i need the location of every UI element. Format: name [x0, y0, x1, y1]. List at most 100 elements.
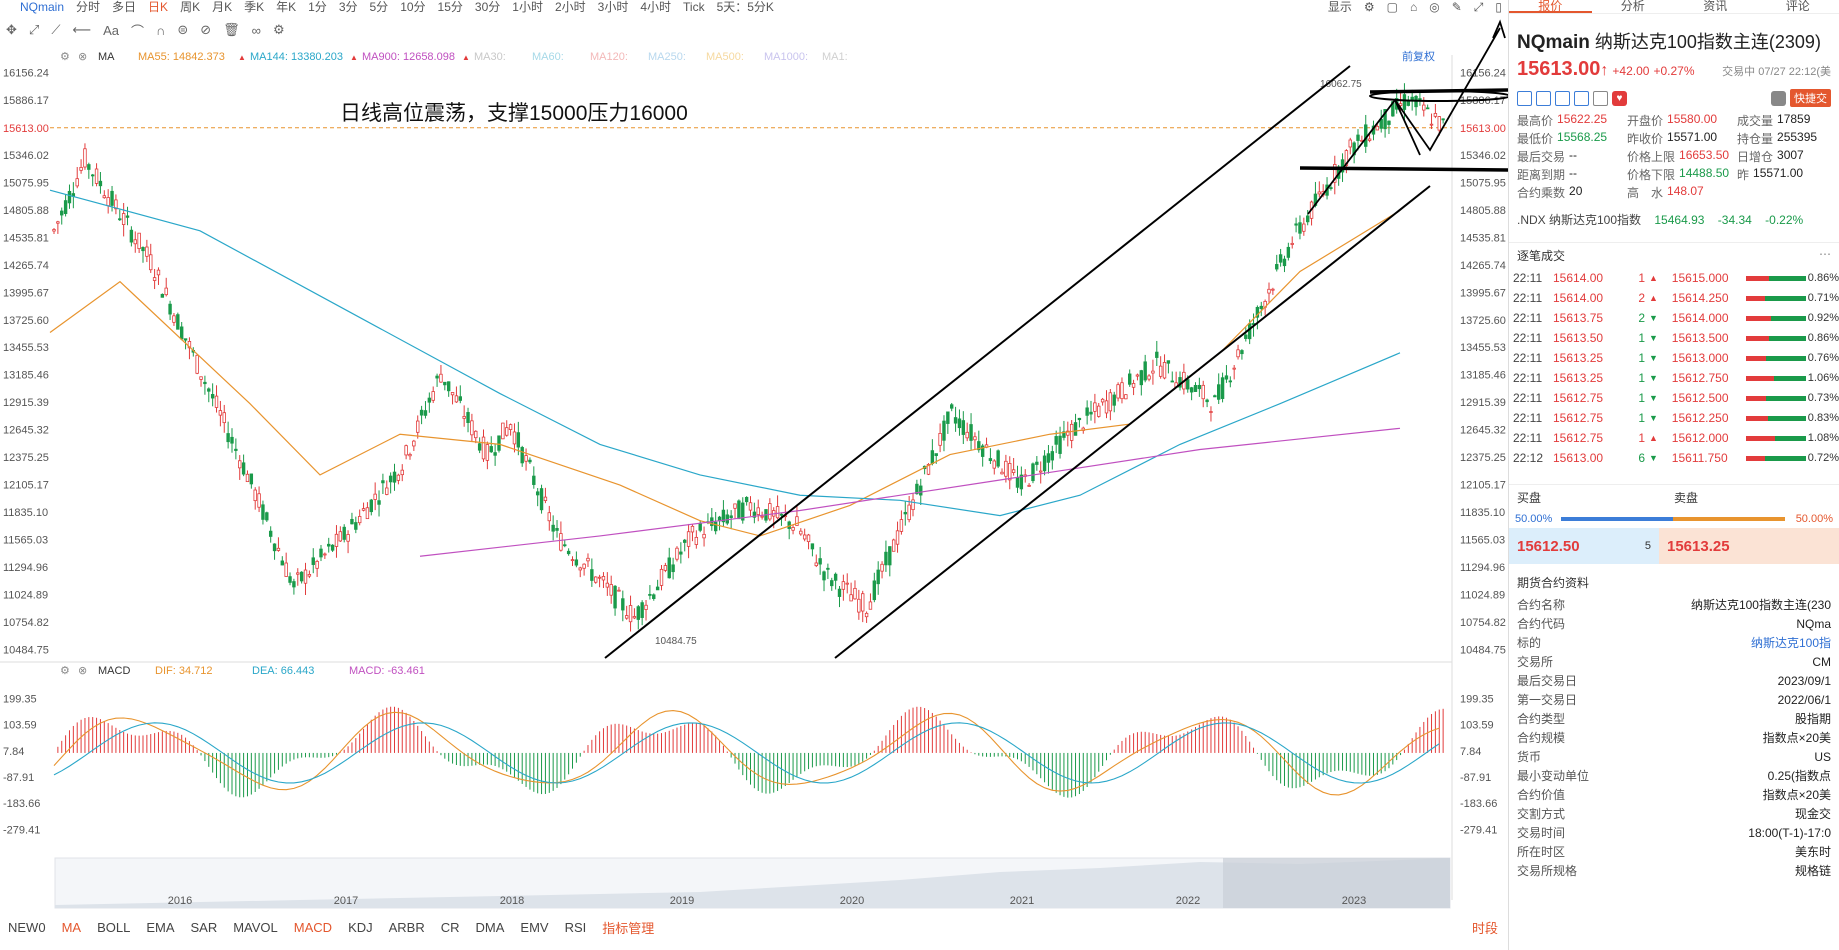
toolbar-tool-icon-6[interactable]: ▯ — [1495, 0, 1502, 14]
indicator-1[interactable]: MA — [61, 919, 82, 935]
stat-value: 15568.25 — [1557, 129, 1608, 144]
note-icon[interactable] — [1593, 90, 1608, 106]
alert-bell-icon[interactable] — [1771, 90, 1786, 106]
draw-tool-icon-3[interactable]: ⟵ — [72, 22, 92, 37]
depth-price: 15612.250 — [1671, 411, 1729, 425]
period-4[interactable]: 月K — [212, 0, 233, 14]
toolbar-tool-icon-5[interactable]: ⤢ — [1473, 0, 1484, 14]
stat-cell: 合约乘数 20 — [1517, 184, 1627, 201]
symbol-label[interactable]: NQmain — [20, 0, 65, 14]
compare-icon[interactable] — [1555, 90, 1570, 106]
indicator-8[interactable]: ARBR — [388, 919, 425, 935]
draw-tool-icon-4[interactable]: Aa — [103, 22, 119, 38]
draw-tool-icon-10[interactable]: ∞ — [251, 22, 261, 38]
candle-body — [292, 581, 296, 588]
draw-tool-icon-7[interactable]: ⊜ — [177, 22, 189, 37]
depth-row: 15614.250 0.71% — [1668, 288, 1839, 308]
bid-ask: 15612.50 5 15613.25 — [1509, 528, 1839, 564]
period-2[interactable]: 日K — [148, 0, 169, 14]
period-8[interactable]: 3分 — [338, 0, 358, 14]
period-6[interactable]: 年K — [276, 0, 297, 14]
more-icon[interactable]: ⋯ — [1819, 247, 1831, 261]
period-1[interactable]: 多日 — [112, 0, 137, 14]
indicator-12[interactable]: RSI — [564, 919, 587, 935]
period-5[interactable]: 季K — [244, 0, 265, 14]
period-3[interactable]: 周K — [180, 0, 201, 14]
quick-trade-button[interactable]: 快捷交 — [1790, 89, 1831, 107]
draw-tool-icon-0[interactable]: ✥ — [6, 22, 17, 37]
indicator-0[interactable]: NEW0 — [8, 919, 46, 935]
period-9[interactable]: 5分 — [369, 0, 389, 14]
overview-window[interactable] — [1223, 858, 1450, 908]
bid-box[interactable]: 15612.50 5 — [1509, 528, 1659, 564]
indicator-2[interactable]: BOLL — [97, 919, 131, 935]
display-menu[interactable]: 显示 — [1327, 0, 1352, 14]
period-17[interactable]: Tick — [683, 0, 705, 14]
period-11[interactable]: 15分 — [437, 0, 463, 14]
period-15[interactable]: 3小时 — [597, 0, 629, 14]
gear-icon[interactable]: ⚙ — [60, 51, 70, 63]
macd-close-icon[interactable]: ⊗ — [78, 665, 87, 677]
panel-tab-0[interactable]: 报价 — [1509, 0, 1592, 13]
close-icon[interactable]: ⊗ — [78, 51, 87, 63]
period-0[interactable]: 分时 — [76, 0, 101, 14]
indicator-5[interactable]: MAVOL — [233, 919, 278, 935]
toolbar-tool-icon-3[interactable]: ◎ — [1429, 0, 1440, 14]
ma-legend-item: MA1: — [822, 51, 848, 63]
toolbar-tool-icon-1[interactable]: ▢ — [1386, 0, 1398, 14]
indicator-3[interactable]: EMA — [146, 919, 175, 935]
draw-tool-icon-2[interactable]: ⟋ — [51, 22, 61, 37]
stat-cell: 最后交易 -- — [1517, 148, 1627, 165]
period-16[interactable]: 4小时 — [640, 0, 672, 14]
draw-tool-icon-5[interactable]: ⌒ — [130, 23, 144, 39]
stat-cell: 高 水 148.07 — [1627, 184, 1737, 201]
draw-tool-icon-6[interactable]: ∩ — [155, 22, 166, 38]
time-share-button[interactable]: 时段 — [1471, 920, 1498, 936]
indicator-10[interactable]: DMA — [475, 919, 505, 935]
kline-chart[interactable]: 16156.24 16156.24 15886.17 15886.17 15613.00… — [0, 0, 1511, 950]
candle-body — [1139, 370, 1144, 386]
indicator-4[interactable]: SAR — [190, 919, 218, 935]
tick-price: 15613.25 — [1553, 371, 1604, 385]
period-14[interactable]: 2小时 — [554, 0, 586, 14]
period-13[interactable]: 1小时 — [512, 0, 543, 14]
toolbar-tool-icon-4[interactable]: ✎ — [1451, 0, 1462, 14]
draw-tool-icon-8[interactable]: ⊘ — [200, 22, 212, 37]
favorite-icon[interactable]: ♥ — [1612, 90, 1627, 106]
chart-area[interactable]: 16156.24 16156.24 15886.17 15886.17 15613.00… — [0, 0, 1511, 950]
list-icon[interactable] — [1574, 90, 1589, 106]
tick-list[interactable]: 22:11 15614.00 1 ▲ 22:11 15614.00 2 ▲ 22:11 15613… — [1509, 268, 1668, 484]
candle-body — [133, 239, 137, 245]
candle-body — [431, 391, 435, 401]
stat-value: 255395 — [1777, 129, 1818, 144]
indicator-13[interactable]: 指标管理 — [602, 920, 655, 936]
macd-left-tick: 7.84 — [3, 746, 24, 758]
draw-tool-icon-1[interactable]: ⤢ — [28, 22, 40, 37]
period-10[interactable]: 10分 — [400, 0, 426, 14]
macd-right-tick: 103.59 — [1460, 720, 1494, 732]
draw-tool-icon-9[interactable]: 🗑 — [223, 22, 240, 37]
index-row[interactable]: .NDX 纳斯达克100指数 15464.93 -34.34 -0.22% — [1509, 201, 1839, 228]
panel-tab-2[interactable]: 资讯 — [1703, 0, 1728, 13]
ask-box[interactable]: 15613.25 — [1659, 528, 1839, 564]
adjust-button[interactable]: 前复权 — [1402, 49, 1435, 63]
draw-tool-icon-11[interactable]: ⚙ — [272, 22, 285, 37]
panel-tab-3[interactable]: 评论 — [1785, 0, 1810, 13]
toolbar-tool-icon-0[interactable]: ⚙ — [1363, 0, 1375, 14]
layout-icon[interactable] — [1517, 90, 1532, 106]
period-7[interactable]: 1分 — [308, 0, 327, 14]
info-value[interactable]: 纳斯达克100指 — [1750, 636, 1831, 650]
grid-icon[interactable] — [1536, 90, 1551, 106]
indicator-7[interactable]: KDJ — [348, 919, 373, 935]
period-12[interactable]: 30分 — [474, 0, 501, 14]
macd-gear-icon[interactable]: ⚙ — [60, 665, 70, 677]
toolbar-tool-icon-2[interactable]: ⌂ — [1409, 0, 1418, 14]
indicator-9[interactable]: CR — [440, 919, 460, 935]
indicator-6[interactable]: MACD — [293, 919, 333, 935]
panel-tab-1[interactable]: 分析 — [1620, 0, 1645, 13]
info-label: 合约名称 — [1517, 598, 1566, 612]
depth-list[interactable]: 15615.000 0.86% 15614.250 0.71% 15614.000 0.9… — [1668, 268, 1839, 484]
period-18[interactable]: 5天：5分K — [716, 0, 774, 14]
overview-year-label: 2023 — [1342, 895, 1366, 907]
indicator-11[interactable]: EMV — [520, 919, 549, 935]
